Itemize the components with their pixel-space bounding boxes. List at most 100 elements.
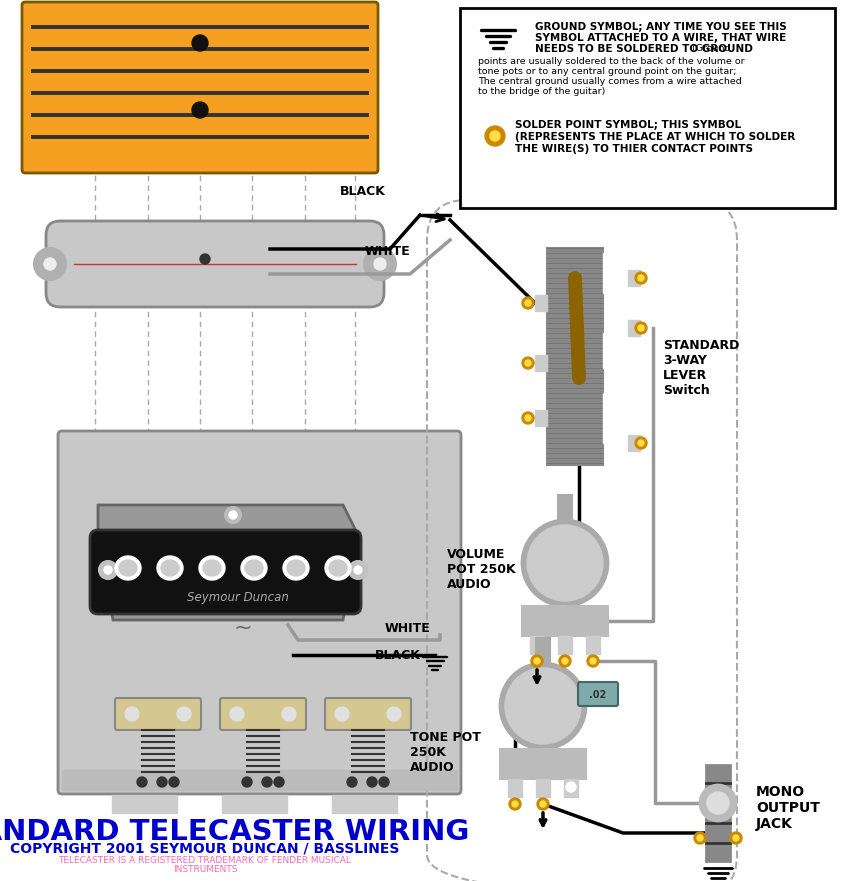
Circle shape: [730, 832, 742, 844]
FancyBboxPatch shape: [58, 431, 461, 794]
Circle shape: [225, 507, 241, 523]
Ellipse shape: [287, 560, 305, 576]
Ellipse shape: [245, 560, 263, 576]
Bar: [564, 779, 578, 797]
Circle shape: [485, 126, 505, 146]
Circle shape: [537, 798, 549, 810]
Circle shape: [354, 566, 362, 574]
Ellipse shape: [203, 560, 221, 576]
FancyBboxPatch shape: [325, 698, 411, 730]
Text: VOLUME
POT 250K
AUDIO: VOLUME POT 250K AUDIO: [447, 548, 516, 591]
Circle shape: [635, 437, 647, 449]
Circle shape: [387, 707, 401, 721]
Circle shape: [282, 707, 296, 721]
Ellipse shape: [115, 556, 141, 580]
Text: SOLDER POINT SYMBOL; THIS SYMBOL: SOLDER POINT SYMBOL; THIS SYMBOL: [515, 120, 741, 130]
Circle shape: [157, 777, 167, 787]
Circle shape: [527, 525, 603, 601]
Circle shape: [500, 663, 586, 749]
Bar: [706, 765, 730, 861]
Text: STANDARD TELECASTER WIRING: STANDARD TELECASTER WIRING: [0, 818, 470, 846]
Circle shape: [531, 655, 543, 667]
Circle shape: [566, 782, 576, 792]
FancyBboxPatch shape: [22, 2, 378, 173]
Circle shape: [525, 360, 531, 366]
Text: tone pots or to any central ground point on the guitar;: tone pots or to any central ground point…: [478, 67, 737, 76]
Text: (Ground: (Ground: [683, 44, 731, 53]
Circle shape: [34, 248, 66, 280]
Bar: [530, 636, 544, 654]
Circle shape: [347, 777, 357, 787]
Bar: [603, 393, 628, 443]
Bar: [332, 795, 397, 813]
Bar: [628, 435, 640, 451]
Bar: [603, 333, 628, 368]
Bar: [586, 636, 600, 654]
Circle shape: [638, 325, 644, 331]
Circle shape: [638, 440, 644, 446]
Text: GROUND SYMBOL; ANY TIME YOU SEE THIS: GROUND SYMBOL; ANY TIME YOU SEE THIS: [535, 22, 787, 32]
Circle shape: [192, 35, 208, 51]
Circle shape: [229, 511, 237, 519]
Text: WHITE: WHITE: [364, 245, 410, 258]
Text: ~: ~: [234, 618, 252, 638]
Text: The central ground usually comes from a wire attached: The central ground usually comes from a …: [478, 77, 742, 86]
Text: TELECASTER IS A REGISTERED TRADEMARK OF FENDER MUSICAL: TELECASTER IS A REGISTERED TRADEMARK OF …: [58, 856, 352, 865]
Circle shape: [104, 566, 112, 574]
Circle shape: [590, 658, 596, 664]
Circle shape: [262, 777, 272, 787]
Ellipse shape: [119, 560, 137, 576]
Circle shape: [694, 832, 706, 844]
Circle shape: [559, 655, 571, 667]
Circle shape: [125, 707, 139, 721]
Bar: [535, 410, 547, 426]
Ellipse shape: [161, 560, 179, 576]
Text: NEEDS TO BE SOLDERED TO GROUND: NEEDS TO BE SOLDERED TO GROUND: [535, 44, 753, 54]
Circle shape: [99, 561, 117, 579]
Text: MONO
OUTPUT
JACK: MONO OUTPUT JACK: [756, 785, 820, 831]
Circle shape: [733, 835, 739, 841]
Circle shape: [364, 248, 396, 280]
Circle shape: [367, 777, 377, 787]
Circle shape: [522, 297, 534, 309]
Bar: [547, 248, 603, 465]
Circle shape: [379, 777, 389, 787]
Ellipse shape: [241, 556, 267, 580]
Ellipse shape: [325, 556, 351, 580]
Bar: [536, 638, 550, 670]
Circle shape: [707, 792, 729, 814]
FancyBboxPatch shape: [220, 698, 306, 730]
Circle shape: [525, 300, 531, 306]
Circle shape: [540, 801, 546, 807]
Circle shape: [137, 777, 147, 787]
Circle shape: [562, 658, 568, 664]
Bar: [628, 320, 640, 336]
Circle shape: [335, 707, 349, 721]
Text: COPYRIGHT 2001 SEYMOUR DUNCAN / BASSLINES: COPYRIGHT 2001 SEYMOUR DUNCAN / BASSLINE…: [10, 841, 400, 855]
Circle shape: [522, 520, 608, 606]
Text: BLACK: BLACK: [375, 649, 421, 662]
Text: .02: .02: [589, 690, 607, 700]
Text: BLACK: BLACK: [340, 185, 386, 198]
FancyBboxPatch shape: [115, 698, 201, 730]
Ellipse shape: [199, 556, 225, 580]
Text: TONE POT
250K
AUDIO: TONE POT 250K AUDIO: [410, 731, 481, 774]
Bar: [558, 636, 572, 654]
Text: INSTRUMENTS: INSTRUMENTS: [173, 865, 237, 874]
Text: STANDARD
3-WAY
LEVER
Switch: STANDARD 3-WAY LEVER Switch: [663, 339, 739, 397]
FancyBboxPatch shape: [90, 530, 361, 614]
Bar: [535, 355, 547, 371]
Bar: [460, 8, 835, 208]
Bar: [603, 253, 628, 293]
Bar: [500, 749, 586, 779]
Circle shape: [490, 131, 500, 141]
Circle shape: [374, 258, 386, 270]
Text: THE WIRE(S) TO THIER CONTACT POINTS: THE WIRE(S) TO THIER CONTACT POINTS: [515, 144, 753, 154]
Circle shape: [525, 415, 531, 421]
Polygon shape: [98, 505, 358, 620]
Circle shape: [505, 668, 581, 744]
Text: Seymour Duncan: Seymour Duncan: [187, 591, 289, 604]
Circle shape: [169, 777, 179, 787]
Circle shape: [534, 658, 540, 664]
Ellipse shape: [283, 556, 309, 580]
